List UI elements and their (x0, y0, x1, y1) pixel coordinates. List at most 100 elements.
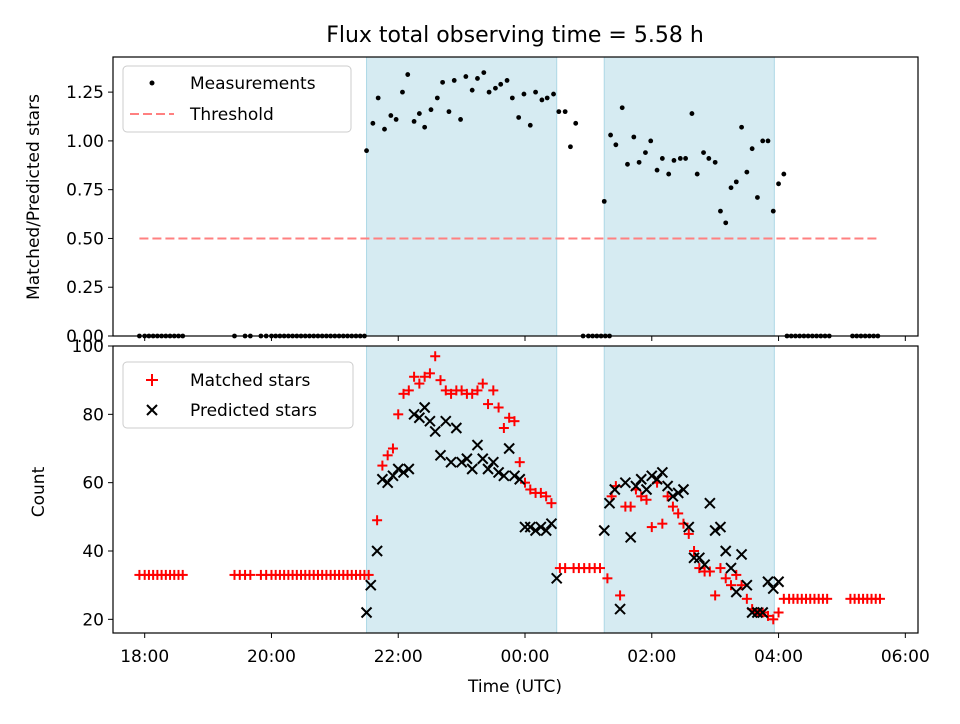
matched-star-point (741, 593, 752, 604)
matched-star-point (541, 491, 552, 502)
x-tick-label: 06:00 (881, 647, 930, 667)
predicted-star-point (482, 463, 494, 475)
bottom-panel: 20 40 60 80 100 18:00 20:00 22:00 00:00 02:00 04:… (29, 337, 930, 697)
measurement-point (631, 134, 637, 140)
matched-star-point (363, 569, 374, 580)
predicted-star-point (762, 576, 774, 588)
top-panel: 0.00 0.25 0.50 0.75 1.00 1.25 Matched/Predict… (24, 56, 919, 347)
predicted-star-point (397, 466, 410, 479)
matched-star-point (483, 399, 494, 410)
measurement-point (625, 161, 630, 167)
measurement-point (701, 150, 706, 156)
measurement-point (382, 126, 387, 132)
measurement-point (712, 159, 718, 165)
predicted-star-point (376, 473, 389, 485)
x-tick-label: 04:00 (754, 647, 803, 667)
predicted-star-point (524, 521, 536, 533)
matched-star-point (731, 569, 742, 580)
measurement-point (451, 78, 457, 83)
matched-star-point (504, 412, 515, 423)
matched-star-point (683, 528, 694, 539)
measurement-point (486, 89, 492, 95)
observing-interval (603, 345, 775, 634)
predicted-star-point (461, 453, 473, 465)
predicted-star-point (640, 483, 653, 496)
matched-star-point (678, 518, 689, 529)
measurement-point (493, 85, 498, 91)
bottom-y-tick-label: 80 (82, 405, 104, 425)
top-legend: Measurements Threshold (122, 65, 352, 133)
measurement-point (440, 79, 446, 85)
measurement-point (601, 198, 607, 204)
predicted-star-point (756, 606, 769, 619)
matched-star-point (387, 443, 398, 454)
matched-star-point (477, 378, 488, 389)
matched-star-point (430, 351, 441, 362)
measurement-point (636, 159, 642, 165)
bottom-x-ticks: 18:00 20:00 22:00 00:00 02:00 04:00 06:00 (120, 633, 930, 667)
predicted-star-point (672, 487, 684, 499)
predicted-star-point (360, 606, 373, 619)
measurement-point (544, 95, 550, 101)
bottom-y-tick-label: 100 (72, 337, 104, 357)
predicted-star-point (651, 473, 663, 485)
matched-star-point (245, 569, 256, 580)
matched-star-point (377, 460, 388, 471)
matched-star-point (419, 371, 430, 382)
measurement-point (573, 120, 579, 126)
legend-measurements-marker (149, 80, 155, 86)
top-y-tick-label: 0.00 (66, 327, 104, 347)
matched-star-point (456, 385, 467, 396)
matched-star-point (414, 378, 425, 389)
matched-star-point (403, 385, 414, 396)
measurement-point (405, 72, 411, 77)
predicted-star-point (661, 480, 674, 492)
matched-star-point (446, 388, 457, 399)
top-y-axis-label: Matched/Predicted stars (24, 94, 44, 300)
matched-star-point (372, 515, 383, 526)
predicted-star-point (646, 470, 658, 482)
predicted-star-point (545, 517, 558, 530)
measurement-point (422, 124, 428, 130)
legend-measurements-label: Measurements (190, 74, 316, 94)
predicted-star-point (450, 422, 463, 434)
measurement-point (694, 171, 700, 177)
x-axis-label: Time (UTC) (467, 677, 562, 697)
matched-star-point (493, 402, 504, 413)
measurement-point (718, 208, 723, 214)
matched-star-point (657, 518, 668, 529)
measurement-point (683, 156, 688, 161)
top-y-tick-label: 1.00 (66, 132, 104, 152)
measurement-point (671, 158, 677, 163)
predicted-star-point (477, 453, 489, 465)
predicted-star-point (598, 524, 610, 537)
predicted-star-point (503, 442, 515, 455)
measurement-point (388, 113, 394, 118)
measurement-point (562, 109, 568, 115)
measurement-point (416, 111, 422, 116)
bottom-legend: Matched stars Predicted stars (122, 361, 354, 429)
predicted-star-point (445, 456, 457, 468)
predicted-star-point (656, 466, 669, 479)
top-axes-frame (112, 56, 919, 337)
predicted-star-point (725, 562, 737, 574)
matched-star-point (762, 610, 773, 621)
matched-star-point (467, 388, 478, 399)
measurement-point (556, 109, 562, 115)
matched-star-point (472, 385, 483, 396)
matched-star-point (822, 593, 833, 604)
predicted-star-point (550, 572, 563, 585)
matched-star-point (773, 607, 784, 618)
predicted-star-point (413, 412, 426, 424)
matched-star-point (720, 573, 731, 584)
measurement-point (458, 117, 463, 122)
bottom-y-tick-label: 20 (82, 610, 104, 630)
measurement-point (608, 132, 613, 138)
measurement-point (760, 138, 766, 144)
predicted-star-point (387, 470, 399, 482)
measurement-point (400, 89, 405, 95)
predicted-star-point (418, 401, 431, 414)
measurement-point (469, 87, 475, 93)
measurement-point (568, 144, 573, 150)
bottom-axes-frame (112, 345, 919, 634)
